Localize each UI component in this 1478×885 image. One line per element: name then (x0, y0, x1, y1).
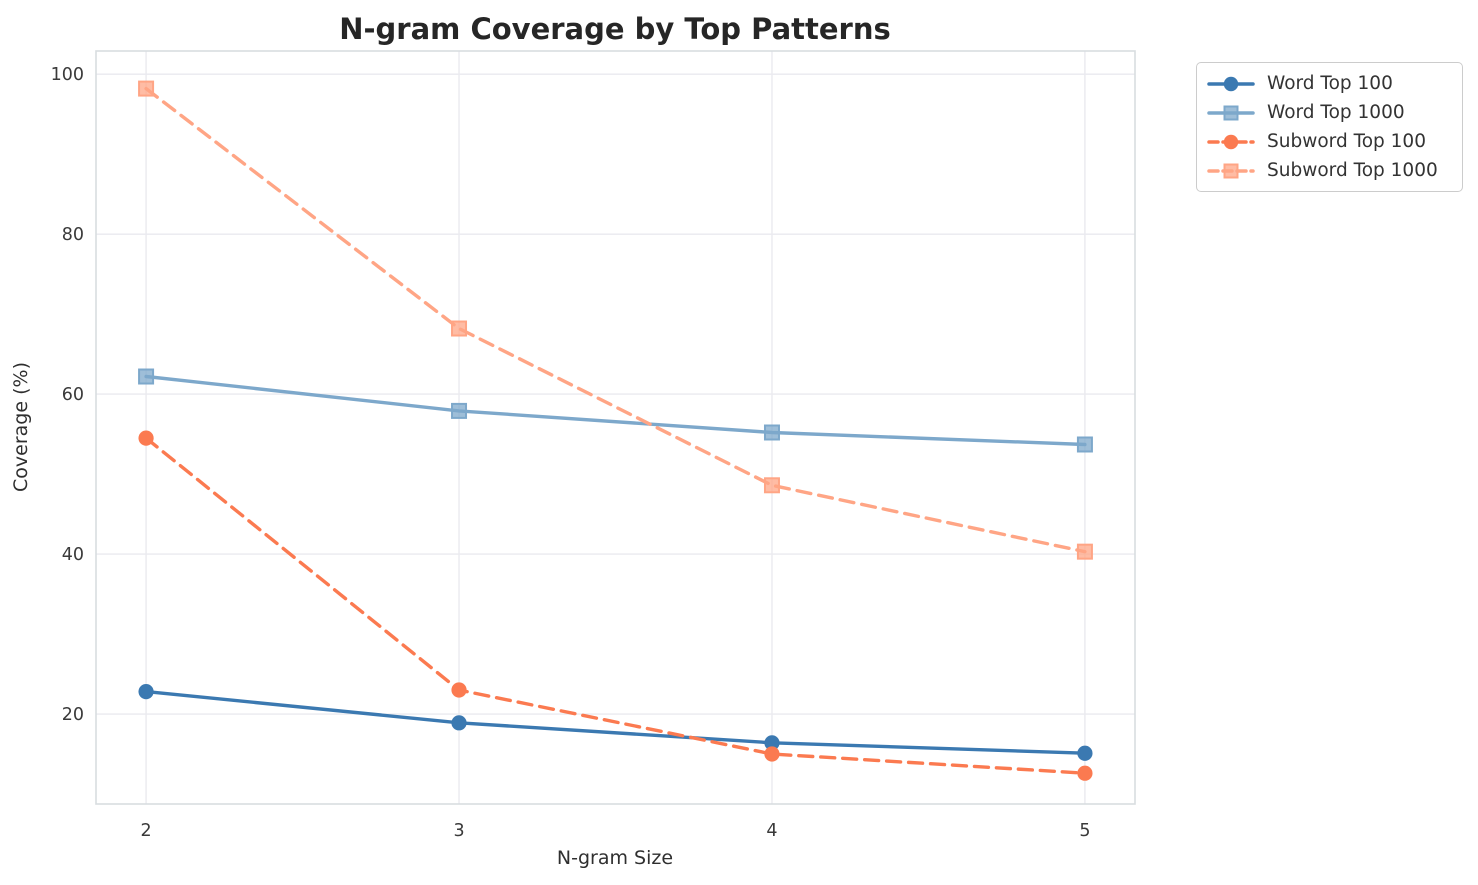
data-point-word-top-100 (138, 684, 154, 700)
y-tick-label: 20 (62, 705, 84, 725)
legend-item-word-top-1000: Word Top 1000 (1207, 98, 1462, 127)
data-point-subword-top-1000 (138, 80, 155, 97)
data-point-word-top-1000 (1076, 436, 1093, 453)
grid-layer (96, 51, 1135, 804)
y-tick-label: 40 (62, 545, 84, 565)
legend-swatch-square (1207, 163, 1255, 178)
data-point-word-top-100 (764, 735, 780, 751)
x-axis-label: N-gram Size (557, 847, 673, 869)
legend: Word Top 100 Word Top 1000 Subword Top 100… (1196, 62, 1463, 192)
data-point-word-top-1000 (763, 424, 780, 441)
legend-marker-circle (1223, 76, 1239, 91)
x-tick-label: 5 (1079, 821, 1090, 841)
legend-item-word-top-100: Word Top 100 (1207, 69, 1462, 98)
y-axis-label: Coverage (%) (10, 362, 32, 492)
data-point-word-top-1000 (451, 402, 468, 419)
data-point-subword-top-100 (764, 746, 780, 762)
series-layer (138, 80, 1093, 781)
x-tick-label: 3 (453, 821, 464, 841)
data-point-word-top-100 (451, 715, 467, 731)
legend-swatch-square (1207, 105, 1255, 120)
y-tick-label: 80 (62, 225, 84, 245)
y-tick-label: 100 (51, 65, 84, 85)
data-point-subword-top-1000 (763, 477, 780, 494)
plot-border (95, 50, 1136, 805)
series-line-word-top-1000 (144, 374, 1087, 447)
data-point-subword-top-100 (138, 430, 154, 446)
data-point-word-top-1000 (138, 368, 155, 385)
legend-label: Subword Top 1000 (1267, 160, 1438, 181)
legend-marker-square (1223, 163, 1239, 178)
legend-item-subword-top-100: Subword Top 100 (1207, 127, 1462, 156)
data-point-subword-top-1000 (451, 320, 468, 337)
legend-marker-circle (1223, 134, 1239, 149)
series-line-subword-top-100 (144, 436, 1087, 775)
series-line-word-top-100 (144, 689, 1087, 755)
series-line-subword-top-1000 (144, 86, 1087, 554)
x-tick-label: 2 (141, 821, 152, 841)
data-point-word-top-100 (1077, 745, 1093, 761)
data-point-subword-top-100 (1077, 765, 1093, 781)
x-tick-label: 4 (766, 821, 777, 841)
legend-label: Subword Top 100 (1267, 131, 1426, 152)
legend-label: Word Top 100 (1267, 73, 1393, 94)
data-point-subword-top-1000 (1076, 543, 1093, 560)
legend-swatch-circle (1207, 76, 1255, 91)
legend-item-subword-top-1000: Subword Top 1000 (1207, 156, 1462, 185)
legend-swatch-circle (1207, 134, 1255, 149)
axes-layer: 2 3 4 5 20 40 60 80 100 (51, 50, 1136, 841)
chart-title: N-gram Coverage by Top Patterns (339, 12, 891, 46)
data-point-subword-top-100 (451, 682, 467, 698)
legend-label: Word Top 1000 (1267, 102, 1405, 123)
legend-marker-square (1223, 105, 1239, 120)
y-tick-label: 60 (62, 385, 84, 405)
